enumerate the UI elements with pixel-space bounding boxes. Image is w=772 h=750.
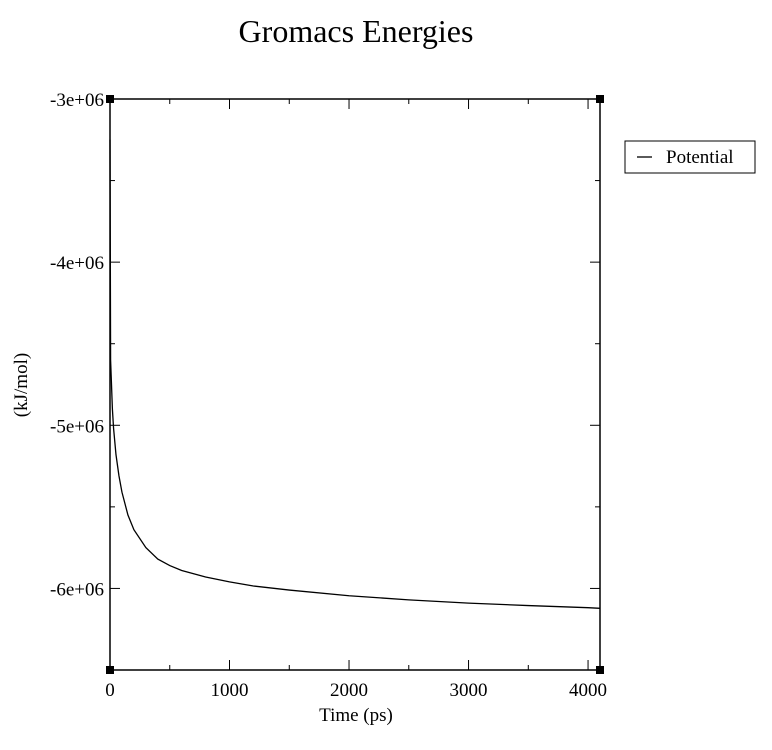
x-tick-label: 4000 xyxy=(569,680,607,701)
x-tick-label: 2000 xyxy=(330,680,368,701)
y-tick-label: -4e+06 xyxy=(50,253,104,274)
x-tick-label: 3000 xyxy=(450,680,488,701)
ticks-layer xyxy=(109,98,600,671)
legend: Potential xyxy=(624,140,756,174)
chart-title: Gromacs Energies xyxy=(239,13,474,49)
series-line-potential xyxy=(109,139,601,609)
x-tick-label: 1000 xyxy=(211,680,249,701)
tick-labels-layer: 0 1000 2000 3000 4000 -3e+06 -4e+06 -5e+06 -6e+0… xyxy=(50,90,607,701)
plot-frame xyxy=(109,98,601,671)
x-tick-label: 0 xyxy=(105,680,115,701)
legend-label-potential: Potential xyxy=(666,147,734,168)
y-tick-label: -5e+06 xyxy=(50,416,104,437)
y-axis-title: (kJ/mol) xyxy=(11,353,32,417)
y-tick-label: -6e+06 xyxy=(50,579,104,600)
y-tick-label: -3e+06 xyxy=(50,90,104,111)
x-axis-title: Time (ps) xyxy=(319,705,393,726)
